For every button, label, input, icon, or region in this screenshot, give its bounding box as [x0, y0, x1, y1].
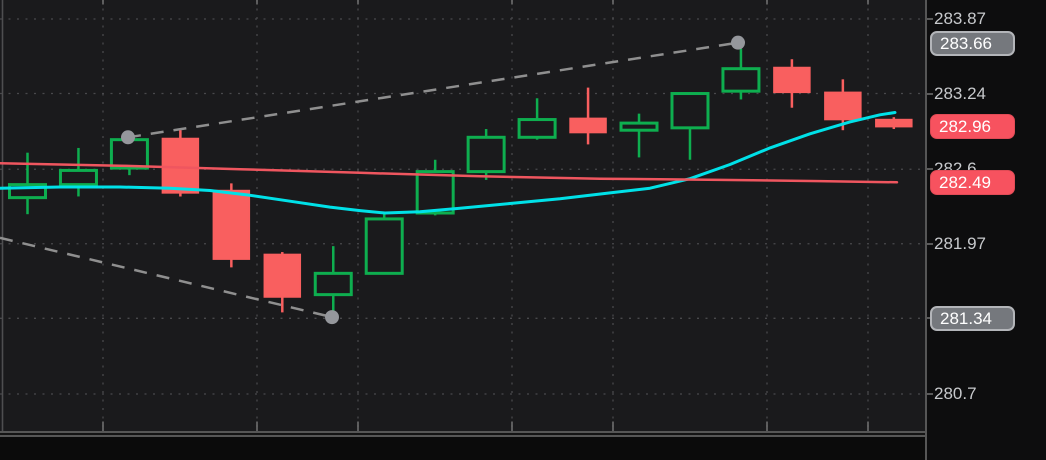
candle-down[interactable] — [875, 117, 913, 130]
candle-up[interactable] — [58, 147, 98, 197]
price-axis-tick — [927, 242, 933, 245]
price-axis-label: 280.7 — [934, 384, 977, 403]
price-badge-trendline-upper: 283.66 — [930, 31, 1015, 57]
ma-fast-line[interactable] — [0, 111, 897, 215]
candle-down[interactable] — [773, 59, 811, 108]
price-axis[interactable]: 283.87 283.24 282.6 281.97 280.7 283.66 … — [927, 0, 1046, 460]
candle-up[interactable] — [517, 98, 557, 140]
candle-up[interactable] — [313, 246, 353, 316]
pane-separator-line — [0, 431, 925, 433]
lower-trendline[interactable] — [0, 236, 333, 319]
candle-up[interactable] — [364, 213, 404, 275]
candle-down[interactable] — [161, 130, 200, 197]
price-badge-trendline-lower: 281.34 — [930, 305, 1015, 331]
ma-slow-line[interactable] — [0, 162, 899, 184]
price-axis-tick — [927, 393, 933, 395]
price-axis-label: 283.24 — [934, 83, 986, 103]
candle-down[interactable] — [569, 87, 607, 145]
trendline-handle[interactable] — [121, 130, 135, 145]
upper-trendline[interactable] — [127, 41, 739, 139]
price-badge-last-price: 282.96 — [930, 114, 1015, 140]
pane-separator-gap — [0, 433, 925, 435]
candle-up[interactable] — [721, 48, 761, 100]
candle-down[interactable] — [263, 252, 302, 313]
chart-pane[interactable] — [0, 0, 925, 431]
price-axis-tick — [927, 18, 933, 20]
trendline-handle[interactable] — [731, 35, 745, 50]
candle-down[interactable] — [824, 79, 862, 131]
price-badge-ma-slow: 282.49 — [930, 169, 1015, 195]
candlestick-chart-canvas[interactable] — [0, 0, 925, 431]
candle-down[interactable] — [212, 183, 251, 268]
bottom-pane — [0, 437, 925, 460]
price-axis-tick — [927, 92, 933, 95]
pane-separator-handle[interactable] — [0, 435, 925, 437]
candle-up[interactable] — [619, 113, 659, 158]
candle-up[interactable] — [670, 92, 710, 160]
price-axis-label: 283.87 — [934, 9, 986, 28]
price-axis-label: 281.97 — [934, 233, 986, 253]
trendline-handle[interactable] — [325, 310, 339, 325]
price-axis-border — [925, 0, 927, 460]
price-axis-tick — [927, 168, 933, 171]
candle-up[interactable] — [466, 129, 506, 180]
candle-up[interactable] — [415, 159, 455, 216]
candle-up[interactable] — [8, 152, 47, 215]
